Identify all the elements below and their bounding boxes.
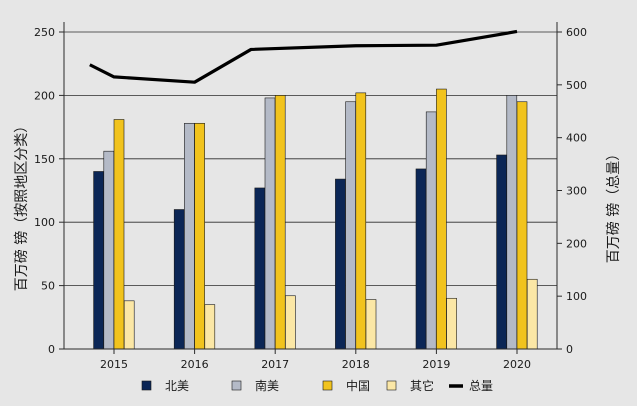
bar-2016-1 [184, 122, 195, 350]
bar-2018-1 [345, 101, 356, 350]
right-tick-label: 600 [566, 26, 587, 39]
bar-2018-3 [365, 299, 377, 350]
right-tick-label: 0 [566, 343, 573, 356]
right-tick-labels: 0 100 200 300 400 500 600 [557, 26, 587, 356]
x-tick-label: 2019 [422, 358, 450, 371]
bar-2018-2 [355, 92, 367, 350]
legend-label-total: 总量 [469, 379, 493, 393]
bar-2020-0 [496, 154, 507, 350]
left-tick-label: 200 [34, 89, 55, 102]
bar-2016-2 [194, 122, 205, 350]
left-tick-labels: 0 50 100 150 200 250 [34, 26, 64, 356]
x-tick-label: 2016 [181, 358, 209, 371]
bar-2020-1 [506, 95, 518, 350]
x-tick-label: 2020 [503, 358, 531, 371]
x-tick-label: 2015 [100, 358, 128, 371]
y2-axis-label: 百万磅 镑（总量） [605, 147, 622, 263]
legend-swatch-0 [141, 380, 152, 391]
legend-label-1: 南美 [255, 378, 279, 393]
left-tick-label: 250 [34, 26, 55, 39]
y-axis-label: 百万磅 镑（按照地区分类） [13, 119, 30, 291]
bar-2015-1 [103, 150, 115, 350]
bar-2017-3 [285, 295, 296, 350]
bar-2019-3 [446, 297, 457, 350]
bar-2016-0 [173, 209, 185, 350]
total-line [89, 29, 518, 84]
legend-swatch-3 [386, 380, 397, 391]
x-tick-labels: 2015 2016 2017 2018 2019 2020 [100, 349, 531, 371]
legend-swatch-1 [231, 380, 242, 391]
legend-label-3: 其它 [410, 378, 434, 393]
bar-2017-2 [274, 95, 286, 350]
bar-2019-1 [425, 111, 437, 350]
bar-2015-0 [93, 171, 104, 350]
bar-2019-2 [436, 88, 447, 350]
left-tick-label: 100 [34, 216, 55, 229]
bar-2020-2 [516, 101, 528, 350]
bar-2015-3 [123, 300, 135, 350]
bar-2015-2 [113, 119, 125, 350]
bar-2017-1 [264, 97, 276, 350]
bar-2020-3 [526, 278, 538, 350]
bar-2017-0 [254, 187, 266, 350]
x-tick-label: 2017 [261, 358, 289, 371]
right-tick-label: 200 [566, 237, 587, 250]
legend-swatch-2 [322, 380, 333, 391]
legend-label-2: 中国 [346, 378, 370, 393]
total-line-path [89, 29, 518, 84]
right-tick-label: 100 [566, 290, 587, 303]
right-tick-label: 500 [566, 79, 587, 92]
right-tick-label: 400 [566, 132, 587, 145]
right-tick-label: 300 [566, 185, 587, 198]
x-tick-label: 2018 [342, 358, 370, 371]
bar-2019-0 [415, 168, 427, 350]
bar-2016-3 [204, 304, 216, 350]
left-tick-label: 50 [41, 280, 55, 293]
legend-label-0: 北美 [165, 379, 189, 393]
left-tick-label: 0 [48, 343, 55, 356]
axes [63, 22, 558, 350]
legend: 北美 南美 中国 其它 总量 [141, 378, 493, 393]
bars [93, 88, 538, 350]
bar-2018-0 [335, 178, 346, 350]
left-tick-label: 150 [34, 153, 55, 166]
